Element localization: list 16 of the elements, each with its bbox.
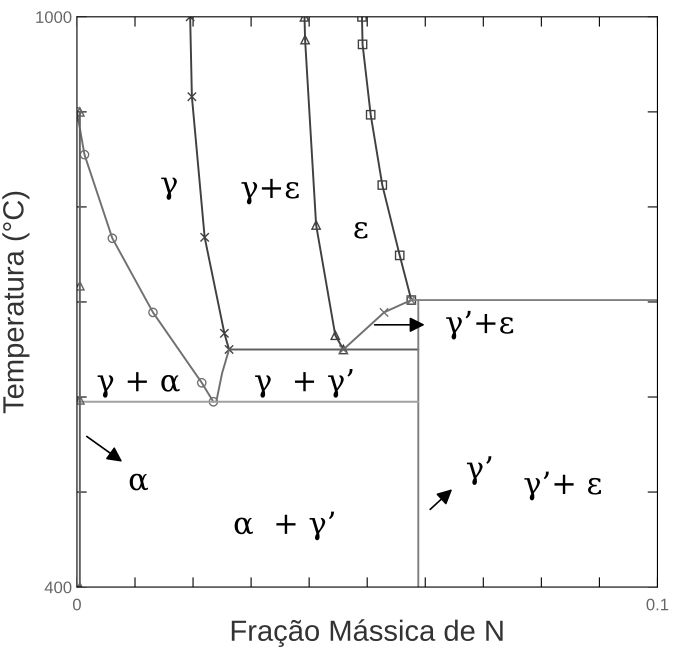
annotation: γ	[161, 178, 177, 200]
annotation: ε	[354, 222, 368, 239]
y-tick-label: 400	[44, 581, 72, 594]
annotation: γ’+ε	[446, 310, 514, 340]
annotation: γ’+ ε	[524, 472, 601, 500]
y-axis-title: Temperatura (°C)	[2, 192, 30, 414]
y-tick-label: 1000	[36, 11, 72, 24]
annotation: γ’	[466, 456, 492, 485]
x-tick-label: 0	[72, 598, 81, 610]
x-axis-title: Fração Mássica de N	[232, 619, 503, 647]
annotation: α	[130, 474, 148, 490]
annotation: γ + α	[98, 372, 180, 398]
x-tick-label: 0.1	[646, 598, 668, 610]
annotation: γ+ε	[242, 178, 299, 204]
annotation: α + γ’	[234, 512, 334, 540]
annotation: γ + γ’	[255, 369, 353, 398]
